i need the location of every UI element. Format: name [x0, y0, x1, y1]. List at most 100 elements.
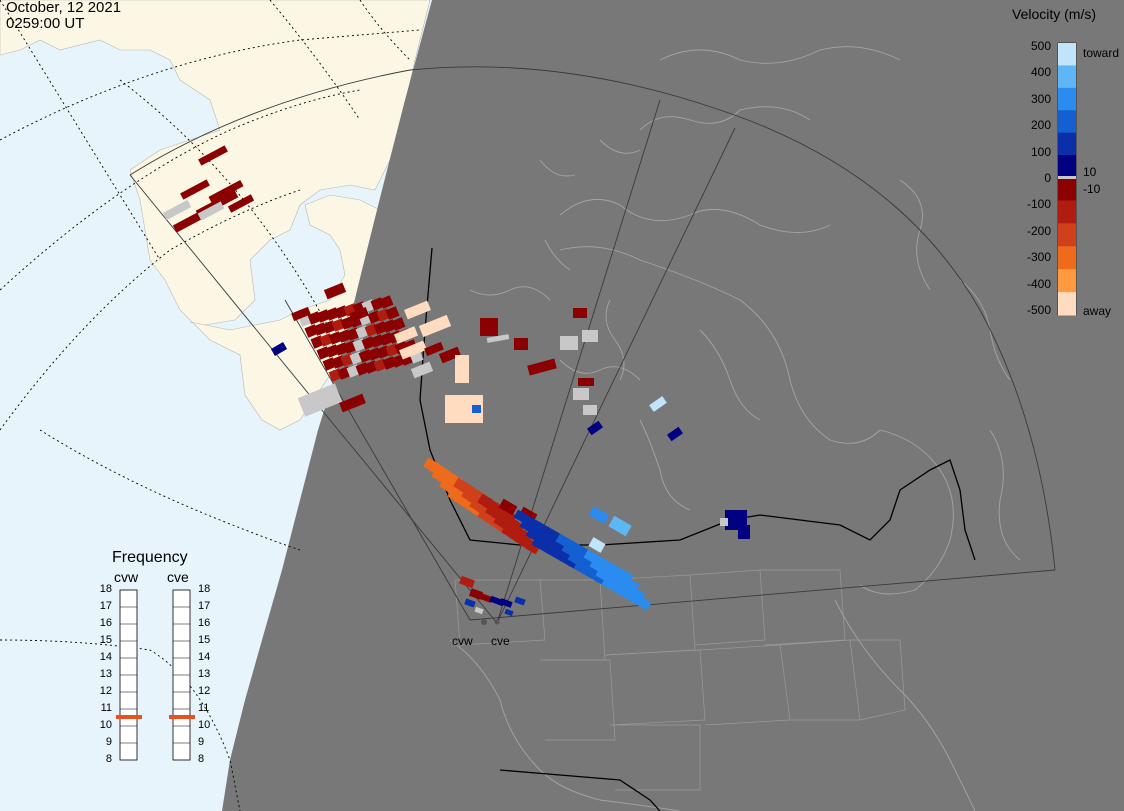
radar-site-marker [481, 619, 487, 625]
radar-echo-cell [404, 300, 431, 320]
frequency-scale-label: 12 [99, 685, 112, 697]
frequency-panel [116, 589, 195, 761]
frequency-radar-cve: cve [167, 569, 189, 585]
toward-label: toward [1083, 46, 1120, 60]
radar-echo-cell [514, 338, 528, 350]
radar-echo-cell [418, 314, 452, 338]
radar-echo-cell [291, 306, 311, 322]
radar-echo-cell [424, 341, 444, 357]
radar-echo-cell [588, 506, 610, 524]
radar-echo-cell [499, 598, 513, 608]
frequency-scale-label: 11 [198, 702, 210, 714]
radar-echo-cell [172, 211, 204, 233]
radar-echo-cell [379, 295, 394, 309]
radar-echo-cell [162, 199, 192, 221]
radar-echo-cell [666, 426, 684, 442]
frequency-scale-label: 14 [198, 651, 211, 663]
radar-echo-cell [385, 306, 400, 320]
colorbar-cell-away [1058, 223, 1076, 247]
frequency-scale-label: 9 [198, 736, 205, 748]
velocity-tick-label: 200 [1030, 118, 1051, 133]
radar-echo-cell [578, 378, 594, 386]
frequency-scale-label: 17 [99, 600, 112, 612]
velocity-tick-label: -500 [1026, 303, 1051, 317]
velocity-tick-label: 300 [1030, 91, 1051, 106]
radar-echo-cell [455, 355, 469, 383]
radar-echo-cell [180, 179, 210, 200]
velocity-tick-label: -400 [1026, 276, 1051, 291]
frequency-scale-label: 8 [105, 753, 112, 765]
radar-echo-cell [270, 342, 288, 356]
velocity-tick-label: 0 [1044, 171, 1051, 185]
frequency-scale-label: 8 [198, 753, 205, 765]
radar-echo-cell [399, 340, 427, 360]
colorbar-cell-toward [1058, 110, 1076, 134]
radar-echo-cell [472, 405, 481, 413]
radar-echo-cell [560, 336, 578, 350]
velocity-tick-label: 100 [1030, 144, 1051, 159]
frequency-marker-cvw [116, 715, 142, 719]
colorbar-cell-toward [1058, 87, 1076, 111]
radar-echoes [162, 145, 750, 617]
frequency-scale-label: 18 [99, 583, 112, 595]
frequency-scale-label: 16 [99, 617, 112, 629]
radar-echo-cell [348, 306, 370, 323]
radar-echo-cell [514, 596, 526, 606]
radar-echo-cell [339, 393, 366, 413]
radar-echo-cell [517, 529, 533, 545]
frequency-title: Frequency [112, 549, 188, 566]
frequency-scale-label: 14 [99, 651, 112, 663]
radar-echo-cell [573, 388, 589, 400]
colorbar-cell-away [1058, 246, 1076, 270]
radar-echo-cell [227, 194, 255, 213]
colorbar-cell-toward [1058, 155, 1076, 178]
frequency-scale-label: 12 [198, 685, 211, 697]
velocity-tick-label: 400 [1030, 65, 1051, 80]
radar-echo-cell [649, 396, 667, 412]
radar-echo-cell [468, 588, 484, 600]
colorbar-cell-away [1058, 269, 1076, 293]
radar-echo-cell [636, 596, 652, 611]
radar-echo-cell [197, 201, 225, 221]
colorbar-cell-toward [1058, 65, 1076, 89]
state-lines [454, 569, 906, 791]
velocity-tick-label: 500 [1030, 39, 1051, 53]
velocity-scale-title: Velocity (m/s) [1012, 6, 1097, 22]
radar-echo-cell [438, 346, 462, 364]
frequency-scale-label: 13 [99, 668, 112, 680]
radar-echo-cell [393, 326, 419, 344]
time-label: 0259:00 UT [6, 15, 85, 32]
radar-site-marker [494, 619, 500, 625]
radar-echo-cell [208, 179, 244, 204]
coastlines [449, 46, 1021, 811]
radar-echo-cell [509, 519, 525, 535]
threshold-positive-label: 10 [1083, 165, 1097, 179]
frequency-scale-label: 10 [99, 719, 112, 731]
colorbar-cell-away [1058, 177, 1076, 201]
radar-echo-cell [527, 358, 557, 376]
colorbar-cell-away [1058, 200, 1076, 224]
away-label: away [1083, 304, 1112, 318]
radar-echo-cell [459, 575, 475, 589]
colorbar-ground-scatter [1058, 176, 1076, 179]
velocity-tick-label: -200 [1026, 223, 1051, 238]
us-mexico-border [499, 769, 661, 811]
radar-echo-cell [474, 606, 484, 615]
radar-echo-cell [582, 330, 598, 342]
frequency-scale-label: 16 [198, 617, 211, 629]
radar-echo-cell [498, 498, 518, 516]
radar-echo-cell [464, 598, 476, 608]
colorbar-cell-away [1058, 292, 1076, 316]
frequency-radar-cvw: cvw [114, 569, 139, 585]
radar-echo-cell [583, 405, 597, 415]
frequency-scale-label: 17 [198, 600, 211, 612]
radar-echo-cell [501, 509, 517, 525]
radar-echo-cell [323, 282, 347, 300]
frequency-marker-cve [169, 715, 195, 719]
radar-site-label-cvw: cvw [452, 634, 473, 648]
radar-echo-cell [410, 361, 434, 379]
frequency-scale-label: 15 [99, 634, 112, 646]
radar-echo-cell [738, 525, 750, 539]
radar-echo-cell [480, 318, 498, 336]
